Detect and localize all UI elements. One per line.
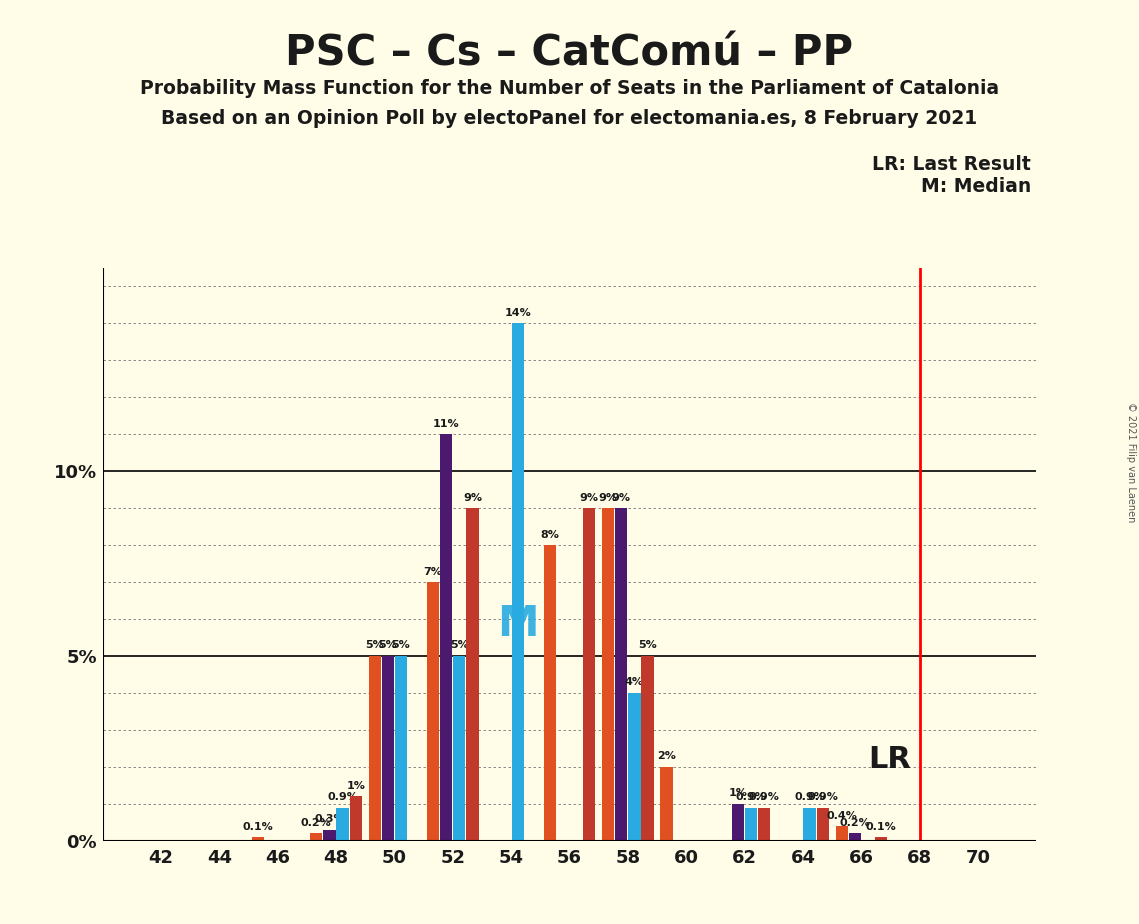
Text: 9%: 9%: [462, 492, 482, 503]
Bar: [817, 808, 829, 841]
Text: 5%: 5%: [378, 640, 398, 650]
Text: 9%: 9%: [580, 492, 599, 503]
Bar: [310, 833, 322, 841]
Text: 5%: 5%: [450, 640, 468, 650]
Bar: [583, 508, 596, 841]
Bar: [615, 508, 628, 841]
Bar: [252, 837, 264, 841]
Text: 0.1%: 0.1%: [866, 821, 896, 832]
Text: 5%: 5%: [638, 640, 657, 650]
Text: © 2021 Filip van Laenen: © 2021 Filip van Laenen: [1126, 402, 1136, 522]
Bar: [641, 656, 654, 841]
Text: 1%: 1%: [729, 788, 747, 798]
Text: 1%: 1%: [346, 781, 366, 791]
Text: 0.2%: 0.2%: [301, 818, 331, 828]
Bar: [732, 804, 744, 841]
Bar: [395, 656, 407, 841]
Text: 5%: 5%: [366, 640, 384, 650]
Text: 11%: 11%: [433, 419, 459, 429]
Bar: [836, 826, 847, 841]
Text: 9%: 9%: [599, 492, 617, 503]
Bar: [745, 808, 757, 841]
Text: M: M: [497, 602, 539, 645]
Text: M: Median: M: Median: [920, 177, 1031, 197]
Bar: [466, 508, 478, 841]
Text: 0.2%: 0.2%: [839, 818, 870, 828]
Bar: [511, 323, 524, 841]
Text: Based on an Opinion Poll by electoPanel for electomania.es, 8 February 2021: Based on an Opinion Poll by electoPanel …: [162, 109, 977, 128]
Bar: [382, 656, 394, 841]
Text: 0.9%: 0.9%: [794, 792, 825, 802]
Text: PSC – Cs – CatComú – PP: PSC – Cs – CatComú – PP: [286, 32, 853, 74]
Bar: [440, 434, 452, 841]
Bar: [350, 796, 362, 841]
Text: 4%: 4%: [625, 677, 644, 687]
Text: 0.3%: 0.3%: [314, 814, 345, 824]
Bar: [543, 545, 556, 841]
Bar: [759, 808, 770, 841]
Text: LR: Last Result: LR: Last Result: [872, 155, 1031, 175]
Text: 9%: 9%: [612, 492, 631, 503]
Bar: [427, 582, 440, 841]
Text: 7%: 7%: [424, 566, 442, 577]
Bar: [323, 830, 336, 841]
Bar: [603, 508, 614, 841]
Bar: [803, 808, 816, 841]
Bar: [369, 656, 380, 841]
Text: 5%: 5%: [392, 640, 410, 650]
Text: Probability Mass Function for the Number of Seats in the Parliament of Catalonia: Probability Mass Function for the Number…: [140, 79, 999, 98]
Bar: [849, 833, 861, 841]
Bar: [661, 767, 673, 841]
Bar: [875, 837, 887, 841]
Text: 0.9%: 0.9%: [736, 792, 767, 802]
Text: 0.9%: 0.9%: [327, 792, 358, 802]
Text: 0.9%: 0.9%: [808, 792, 838, 802]
Text: LR: LR: [868, 745, 911, 774]
Text: 0.1%: 0.1%: [243, 821, 273, 832]
Text: 0.4%: 0.4%: [826, 810, 858, 821]
Bar: [336, 808, 349, 841]
Text: 0.9%: 0.9%: [748, 792, 780, 802]
Bar: [453, 656, 466, 841]
Text: 2%: 2%: [657, 751, 675, 761]
Text: 14%: 14%: [505, 308, 531, 318]
Text: 8%: 8%: [540, 529, 559, 540]
Bar: [629, 693, 640, 841]
